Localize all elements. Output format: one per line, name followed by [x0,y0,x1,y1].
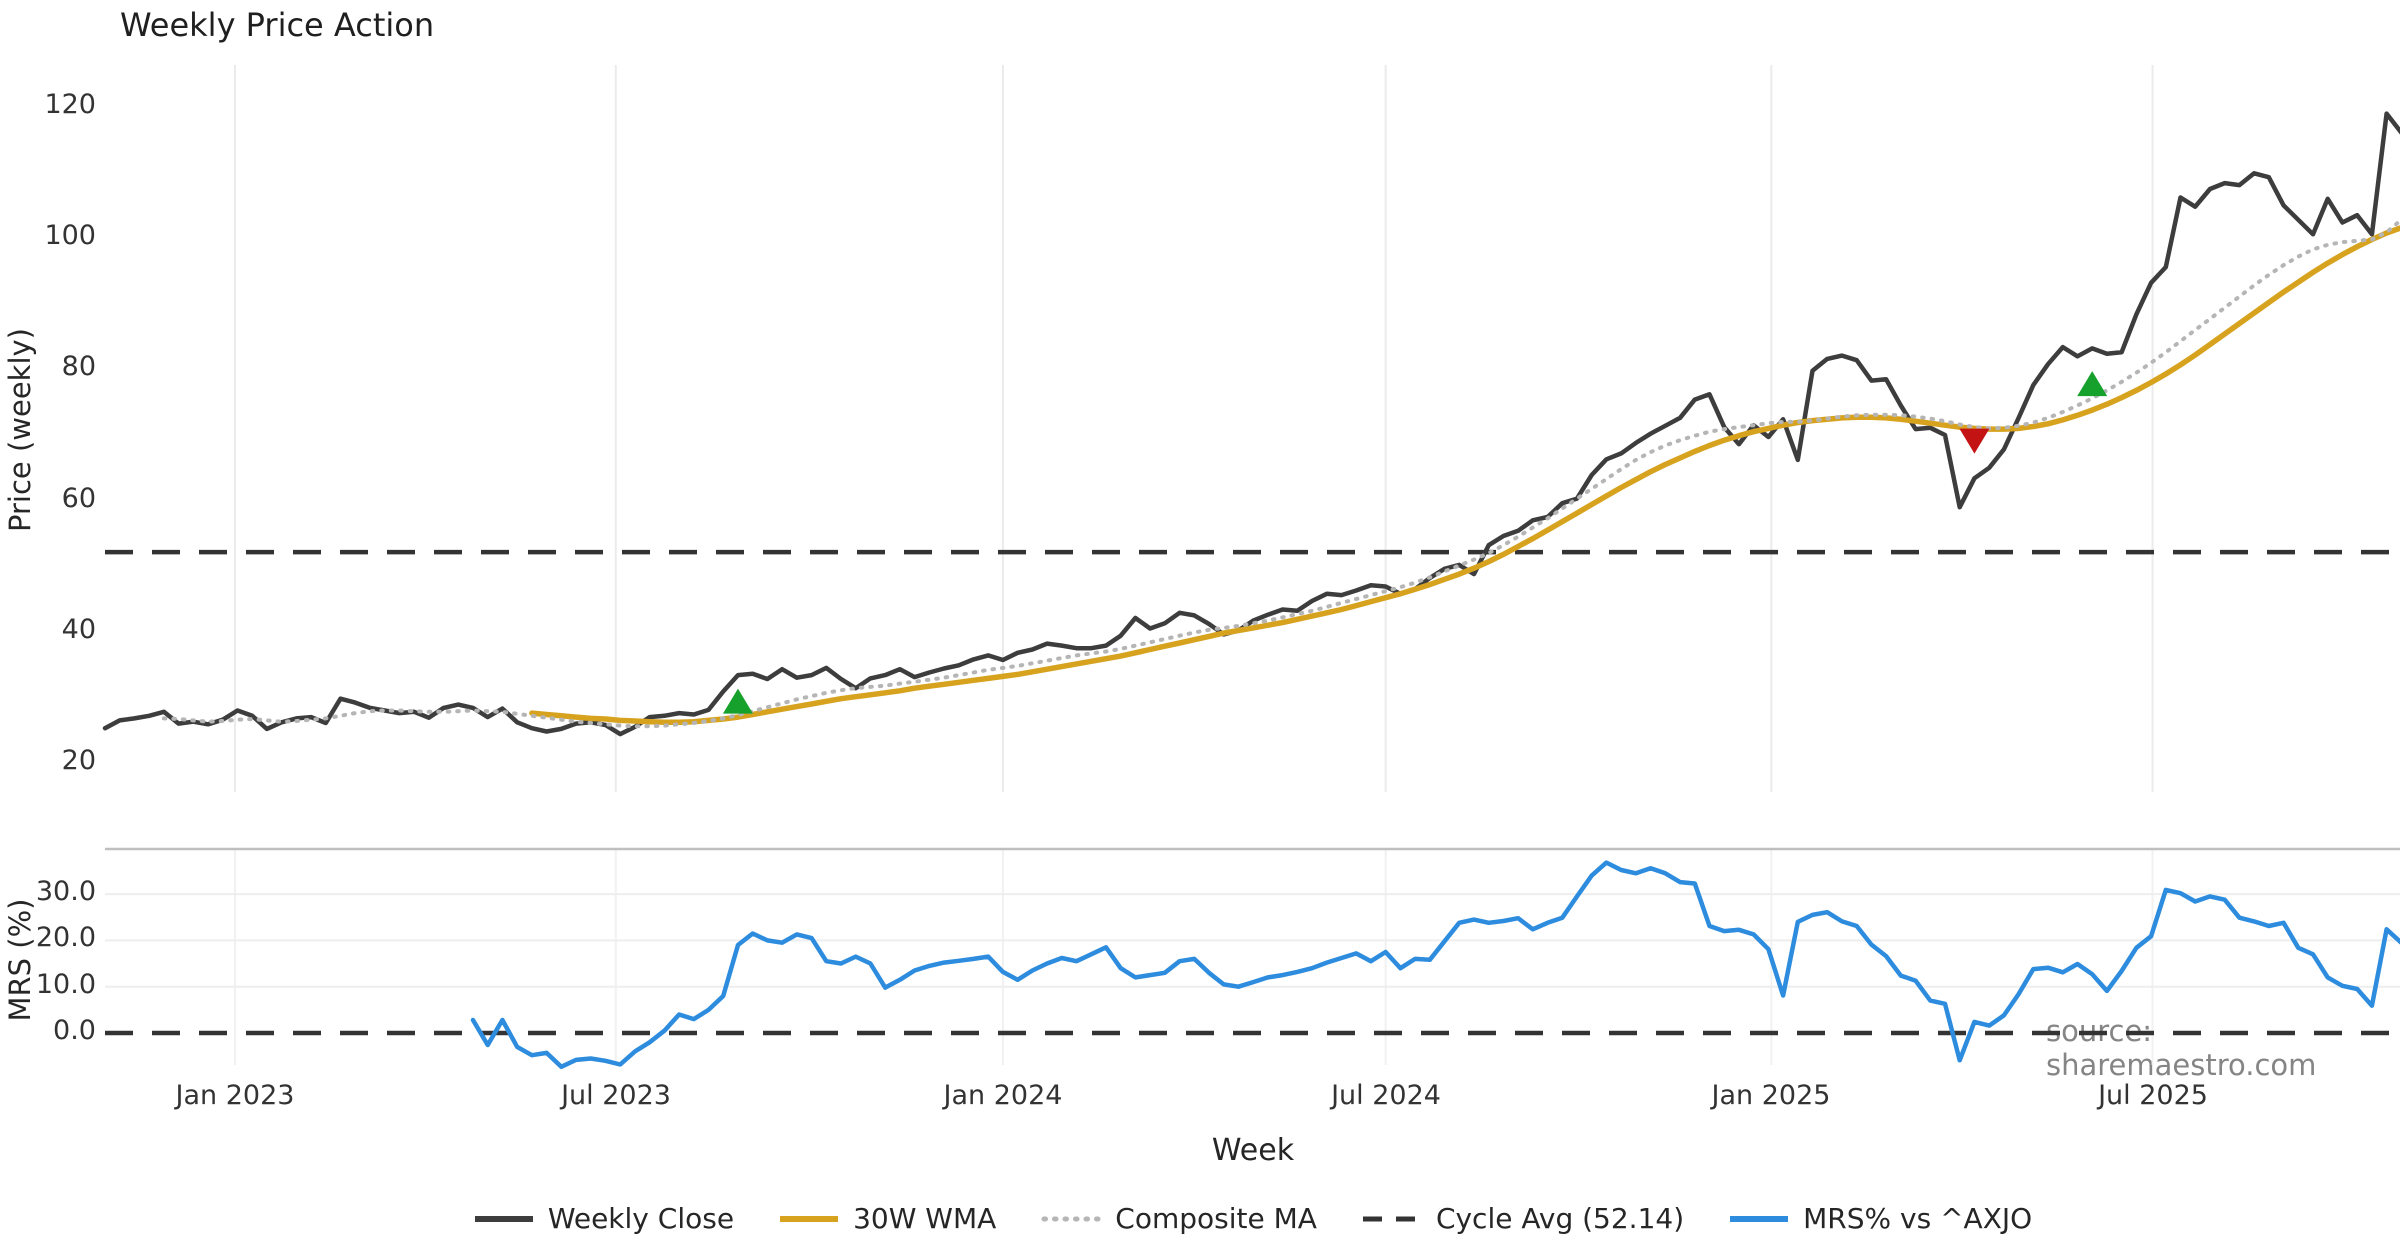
30w-wma-line [529,225,2400,726]
cycle-avg-swatch-icon [1362,1216,1421,1221]
weekly-close-line [102,111,2400,737]
legend-item-weekly-close: Weekly Close [473,1202,734,1235]
legend-label: Cycle Avg (52.14) [1435,1202,1685,1235]
week-axis-label: Week [1211,1133,1295,1168]
buy-signal-marker [2077,371,2108,397]
legend-label: MRS% vs ^AXJO [1803,1202,2033,1235]
composite-swatch-icon [1041,1216,1103,1221]
mrs-swatch-icon [1730,1215,1789,1222]
legend-item-mrs: MRS% vs ^AXJO [1728,1202,2032,1235]
legend-label: Composite MA [1115,1202,1317,1235]
source-watermark: source: sharemaestro.com [2046,1014,2317,1082]
legend-label: 30W WMA [853,1202,997,1235]
legend-item-wma: 30W WMA [778,1202,996,1235]
legend-label: Weekly Close [547,1202,735,1235]
wma-swatch-icon [780,1215,839,1222]
weekly-close-swatch-icon [474,1215,533,1222]
mrs-vs-axjo-line [470,860,2400,1070]
legend-item-composite: Composite MA [1040,1202,1317,1235]
legend-item-cycle-avg: Cycle Avg (52.14) [1361,1202,1684,1235]
chart-legend: Weekly Close 30W WMA Composite MA Cycle … [105,1202,2400,1235]
buy-signal-marker [722,688,753,714]
chart-title: Weekly Price Action [120,6,435,44]
sell-signal-marker [1959,428,1990,454]
composite-ma-line [161,218,2400,729]
